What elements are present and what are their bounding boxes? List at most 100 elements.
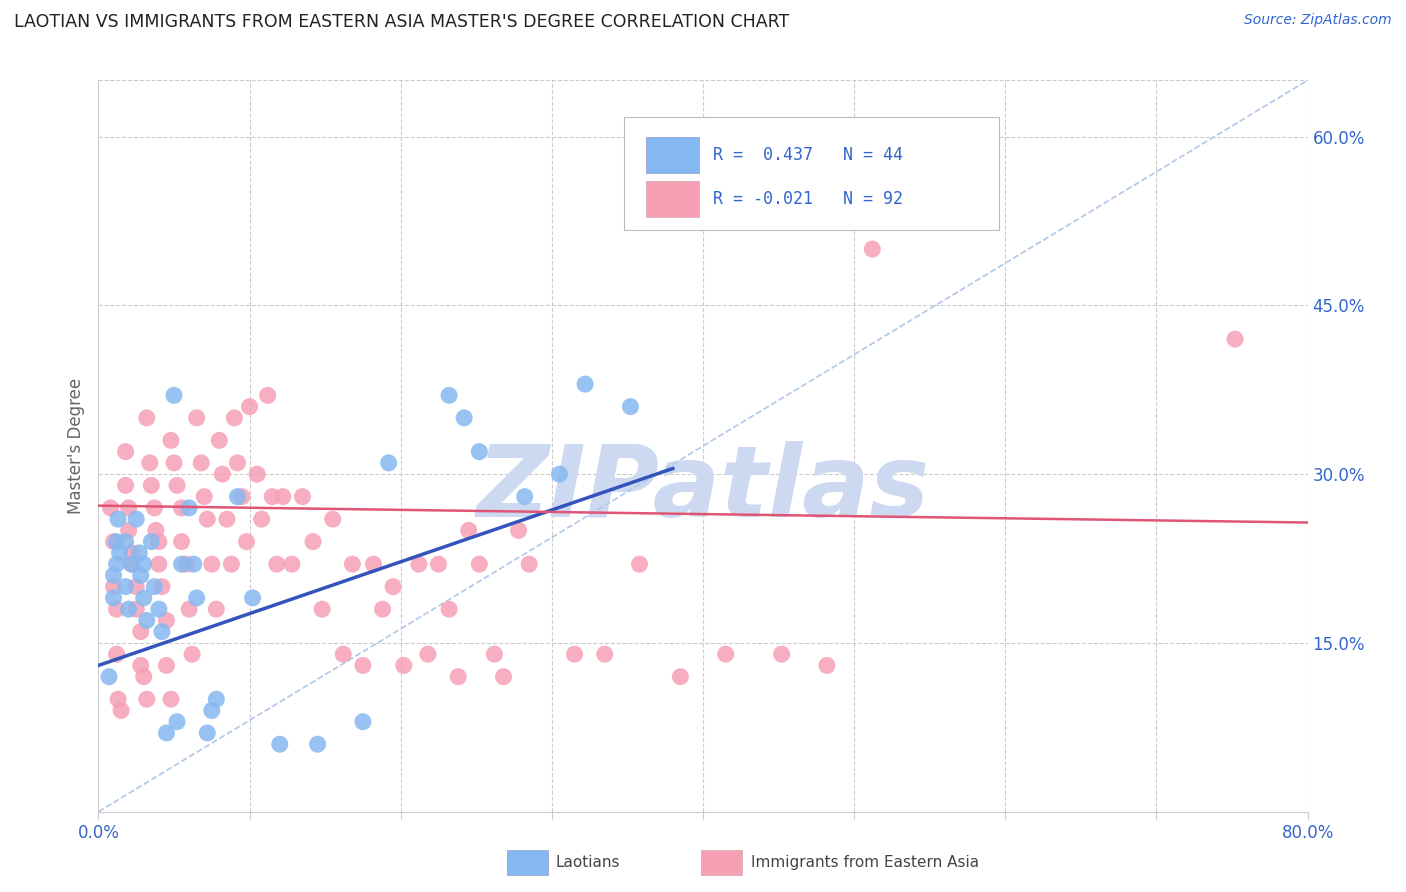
Point: [250, 512, 273, 526]
Point: [669, 670, 692, 684]
Point: [103, 568, 125, 582]
Point: [770, 647, 793, 661]
Point: [224, 410, 246, 425]
Point: [468, 444, 491, 458]
Point: [195, 726, 218, 740]
Point: [332, 647, 354, 661]
Point: [307, 737, 329, 751]
Point: [246, 467, 269, 482]
Point: [107, 692, 129, 706]
Point: [148, 534, 170, 549]
Point: [141, 478, 163, 492]
Point: [382, 580, 405, 594]
Point: [221, 557, 243, 571]
Point: [352, 714, 374, 729]
Point: [271, 490, 294, 504]
Point: [484, 647, 506, 661]
Point: [513, 490, 536, 504]
Point: [150, 580, 173, 594]
Point: [302, 534, 325, 549]
Point: [114, 478, 136, 492]
Point: [155, 614, 177, 628]
Point: [107, 512, 129, 526]
Point: [121, 546, 143, 560]
Point: [377, 456, 399, 470]
Point: [170, 500, 193, 515]
Point: [193, 490, 215, 504]
Point: [129, 624, 152, 639]
Point: [135, 692, 157, 706]
Point: [148, 602, 170, 616]
Point: [132, 591, 155, 605]
Point: [114, 534, 136, 549]
Point: [447, 670, 470, 684]
Point: [170, 557, 193, 571]
Point: [714, 647, 737, 661]
Point: [517, 557, 540, 571]
Point: [110, 703, 132, 717]
Point: [416, 647, 439, 661]
Point: [160, 434, 183, 448]
Point: [125, 512, 148, 526]
Point: [174, 557, 197, 571]
Point: [256, 388, 278, 402]
Point: [125, 602, 148, 616]
Point: [815, 658, 838, 673]
FancyBboxPatch shape: [624, 117, 1000, 230]
Point: [132, 670, 155, 684]
Text: R =  0.437   N = 44: R = 0.437 N = 44: [713, 146, 903, 164]
Point: [155, 658, 177, 673]
Y-axis label: Master's Degree: Master's Degree: [66, 378, 84, 514]
Point: [266, 557, 288, 571]
Point: [186, 410, 208, 425]
Point: [242, 591, 264, 605]
Point: [564, 647, 586, 661]
Text: LAOTIAN VS IMMIGRANTS FROM EASTERN ASIA MASTER'S DEGREE CORRELATION CHART: LAOTIAN VS IMMIGRANTS FROM EASTERN ASIA …: [14, 13, 789, 31]
Point: [201, 557, 224, 571]
Point: [201, 703, 224, 717]
Point: [143, 500, 166, 515]
Point: [143, 580, 166, 594]
Point: [105, 534, 128, 549]
Point: [262, 490, 284, 504]
Point: [118, 524, 141, 538]
Point: [108, 546, 131, 560]
Point: [457, 524, 479, 538]
Point: [121, 557, 143, 571]
Point: [179, 500, 201, 515]
Point: [205, 602, 228, 616]
Point: [150, 624, 173, 639]
Text: Source: ZipAtlas.com: Source: ZipAtlas.com: [1244, 13, 1392, 28]
Point: [235, 534, 257, 549]
Text: R = -0.021   N = 92: R = -0.021 N = 92: [713, 190, 903, 208]
Point: [195, 512, 218, 526]
Point: [226, 456, 249, 470]
Point: [132, 557, 155, 571]
Point: [492, 670, 515, 684]
Text: Immigrants from Eastern Asia: Immigrants from Eastern Asia: [751, 855, 980, 871]
Point: [163, 456, 186, 470]
Point: [574, 377, 596, 392]
Point: [211, 467, 233, 482]
FancyBboxPatch shape: [508, 850, 548, 875]
Point: [322, 512, 344, 526]
Point: [179, 602, 201, 616]
Point: [155, 726, 177, 740]
Point: [98, 670, 121, 684]
Point: [100, 500, 122, 515]
Point: [125, 580, 148, 594]
Point: [135, 410, 157, 425]
Point: [269, 737, 291, 751]
Point: [437, 388, 460, 402]
FancyBboxPatch shape: [647, 181, 699, 217]
Point: [548, 467, 571, 482]
Point: [1223, 332, 1246, 346]
Point: [392, 658, 415, 673]
Point: [148, 557, 170, 571]
Point: [170, 534, 193, 549]
Point: [363, 557, 385, 571]
Point: [468, 557, 491, 571]
Point: [352, 658, 374, 673]
Point: [311, 602, 333, 616]
Point: [145, 524, 167, 538]
